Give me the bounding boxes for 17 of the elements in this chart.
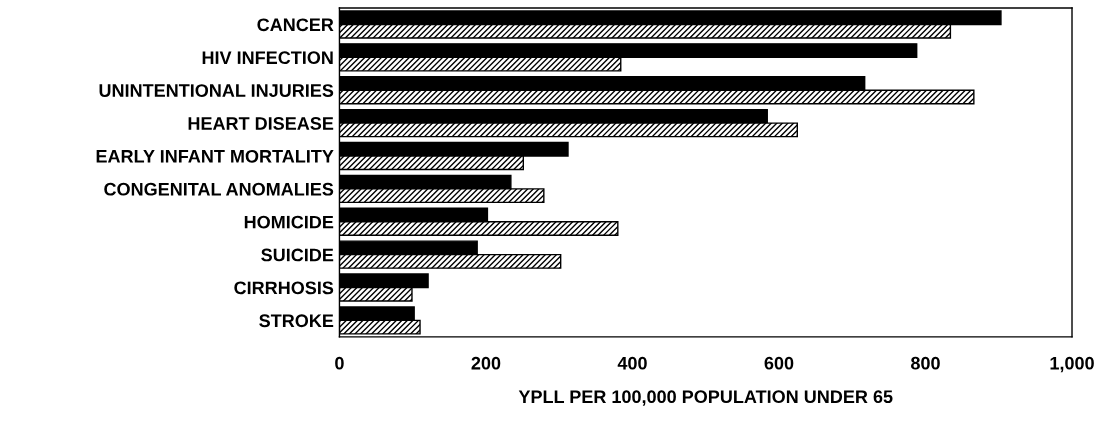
y-tick-label: STROKE <box>259 314 334 328</box>
x-tick-label: 800 <box>911 356 940 370</box>
y-tick-label: UNINTENTIONAL INJURIES <box>99 84 334 97</box>
x-tick-label: 200 <box>471 356 501 370</box>
y-tick-label: CANCER <box>257 18 334 32</box>
x-axis-title: YPLL PER 100,000 POPULATION UNDER 65 <box>518 390 893 406</box>
x-tick-label: 600 <box>764 356 794 370</box>
y-tick-label: HEART DISEASE <box>188 117 334 130</box>
y-tick-label: HOMICIDE <box>244 215 334 229</box>
y-tick-label: HIV INFECTION <box>202 51 333 65</box>
y-tick-label: SUICIDE <box>261 248 334 262</box>
y-tick-label: CIRRHOSIS <box>234 281 334 295</box>
x-tick-label: 0 <box>335 356 344 370</box>
x-tick-label: 1,000 <box>1050 356 1094 373</box>
x-tick-label: 400 <box>617 356 647 370</box>
y-tick-label: EARLY INFANT MORTALITY <box>96 149 334 163</box>
y-tick-label: CONGENITAL ANOMALIES <box>104 182 334 196</box>
